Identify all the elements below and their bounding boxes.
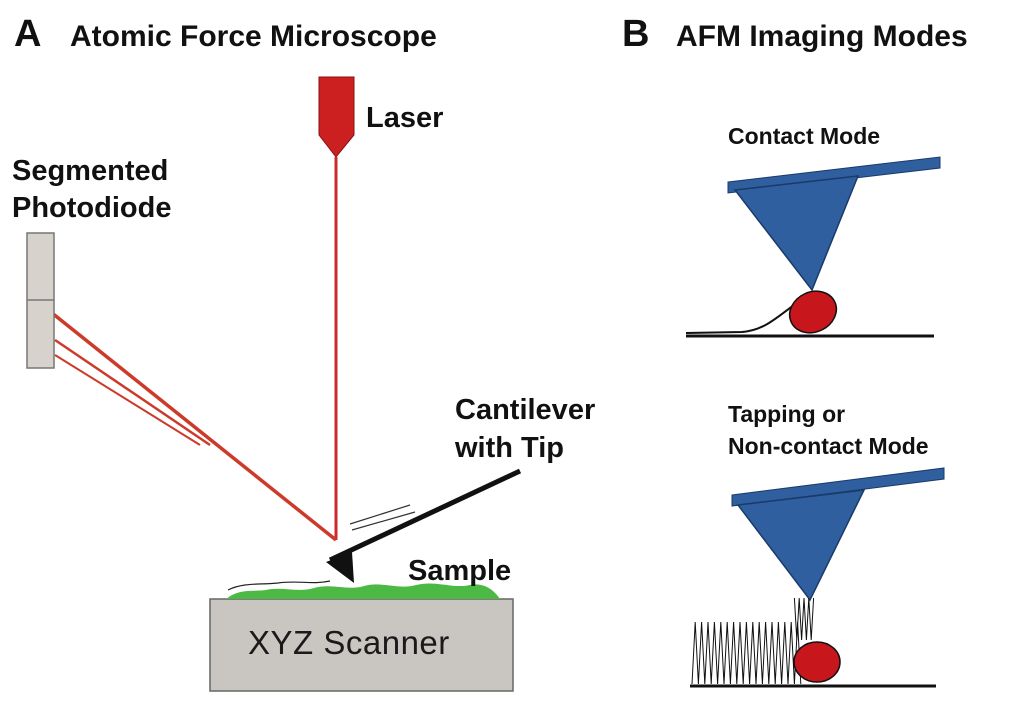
cantilever-with-tip — [326, 468, 522, 583]
laser-source — [318, 76, 355, 158]
segmented-photodiode — [26, 232, 55, 369]
photodiode-label-line1: Segmented — [12, 155, 169, 187]
contact-mode-particle — [788, 290, 838, 334]
panel-b-title: AFM Imaging Modes — [676, 20, 968, 53]
panel-a-title: Atomic Force Microscope — [70, 20, 437, 53]
tapping-mode-label-line1: Tapping or — [728, 401, 846, 427]
tapping-mode-particle — [793, 641, 841, 683]
contact-mode-label: Contact Mode — [728, 123, 881, 149]
laser-label: Laser — [366, 102, 444, 134]
cantilever-label-line2: with Tip — [455, 432, 565, 464]
photodiode-label-line2: Photodiode — [12, 192, 172, 224]
tapping-mode-cantilever — [731, 467, 945, 602]
sample-layer — [226, 580, 500, 599]
cantilever-label-line1: Cantilever — [455, 394, 596, 426]
sample-label: Sample — [408, 555, 512, 587]
panel-b-letter: B — [622, 13, 650, 55]
xyz-scanner-label: XYZ Scanner — [248, 624, 450, 661]
panel-a-letter: A — [14, 13, 42, 55]
reflected-laser-beams — [50, 311, 338, 542]
contact-mode-cantilever — [727, 156, 941, 292]
tapping-mode-oscillation-trace — [691, 597, 815, 685]
tapping-mode-label-line2: Non-contact Mode — [728, 433, 929, 459]
